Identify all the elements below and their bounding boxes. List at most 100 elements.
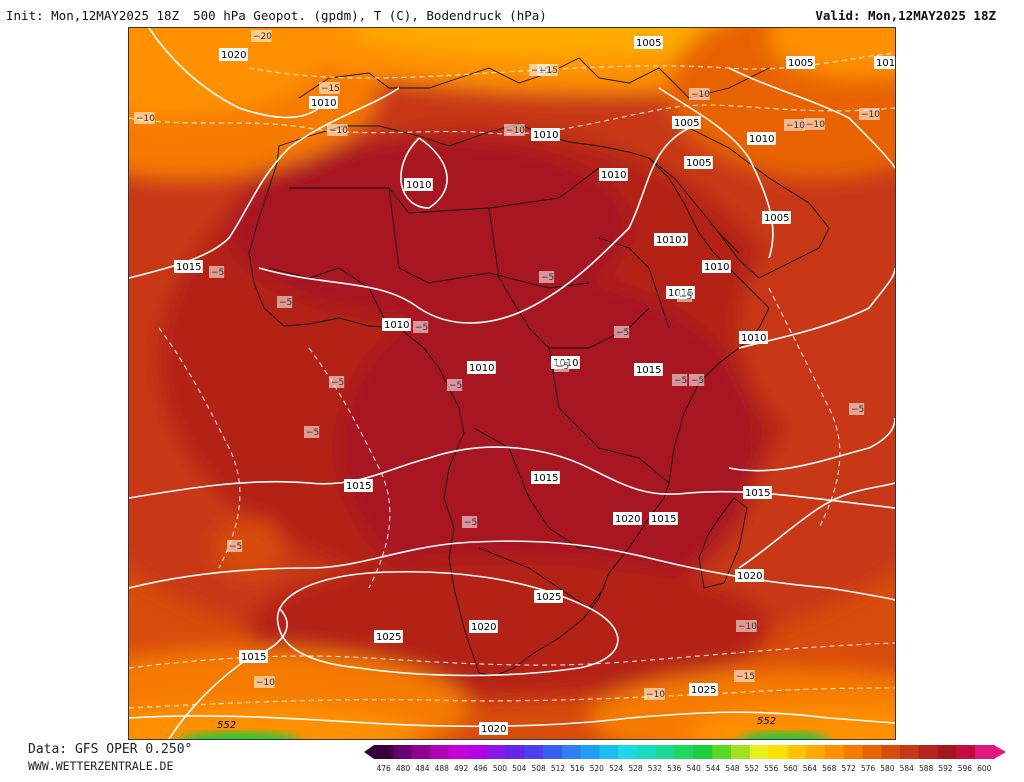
temperature-label-text: −10 [256, 678, 275, 688]
temperature-label-box [736, 620, 757, 632]
legend-swatch [430, 745, 450, 759]
pressure-label: 1020 [479, 722, 508, 735]
temperature-label: −5 [554, 360, 569, 372]
pressure-label-text: 1015 [176, 262, 201, 273]
isobar-1010-sahara [258, 127, 690, 324]
geopot-labels: 552 552 [217, 716, 776, 731]
header-left: Init: Mon,12MAY2025 18Z 500 hPa Geopot. (… [6, 8, 547, 26]
pressure-label-text: 1015 [533, 473, 558, 484]
legend-tick-label: 520 [590, 764, 605, 773]
pressure-label-text: 1010 [741, 333, 766, 344]
temperature-label-box [672, 374, 688, 386]
pressure-label-text: 1010 [656, 235, 681, 246]
temperature-label-box [134, 112, 155, 124]
isobar-1005-arabia [728, 67, 895, 169]
temperature-label-box [462, 516, 478, 528]
legend-tick-label: 572 [842, 764, 857, 773]
legend-tick-label: 484 [415, 764, 430, 773]
temperature-label-box [329, 376, 345, 388]
pressure-label-box [382, 318, 411, 331]
legend-swatch [449, 745, 469, 759]
isobar-1015-central [129, 446, 895, 509]
border-2 [388, 187, 590, 289]
legend-swatch [561, 745, 582, 759]
legend-swatch [975, 745, 995, 759]
pressure-label-box [649, 512, 678, 525]
temperature-label-text: −5 [279, 298, 292, 308]
legend-swatch [599, 745, 619, 759]
temperature-label: −5 [227, 540, 242, 552]
temperature-labels: −20−15−15−10−10−10−15−10−10−10−5−5−5−5−5… [134, 30, 880, 700]
temperature-label-text: −5 [464, 518, 477, 528]
temperature-label-text: −20 [253, 32, 272, 42]
border-6 [478, 547, 605, 609]
map-canvas: 1020 1005 1005 1010 1015 1010 1010 1005 1010 1010… [129, 28, 895, 739]
temperature-label: −15 [319, 82, 340, 94]
pressure-label: 1015 [531, 471, 560, 484]
red-sea [648, 157, 740, 254]
pressure-label: 1020 [735, 569, 764, 582]
pressure-label: 1010 [654, 233, 683, 246]
temperature-label-box [447, 379, 463, 391]
pressure-label: 1005 [786, 56, 815, 69]
temperature-label-text: −5 [229, 542, 242, 552]
pressure-label-box [344, 479, 373, 492]
pressure-label: 1015 [239, 650, 268, 663]
pressure-label: 1020 [219, 48, 248, 61]
legend-tick-label: 548 [725, 764, 740, 773]
pressure-label-box [599, 168, 628, 181]
legend-tick-label: 496 [473, 764, 488, 773]
temperature-label: −5 [413, 321, 428, 333]
temperature-label-text: −10 [646, 690, 665, 700]
temperature-label: −10 [804, 118, 825, 130]
temperature-label-text: −5 [674, 376, 687, 386]
temperature-label-text: −5 [616, 328, 629, 338]
temperature-label: −5 [277, 296, 292, 308]
pressure-label: 1010 [309, 96, 338, 109]
temperature-label: −5 [677, 290, 692, 302]
europe-coast [298, 57, 770, 99]
pressure-label: 1010 [747, 132, 776, 145]
temperature-label-box [539, 271, 555, 283]
pressure-label: 1010 [531, 128, 560, 141]
legend-swatch [862, 745, 882, 759]
pressure-label-text: 1010 [749, 134, 774, 145]
pressure-label: 1010 [739, 331, 768, 344]
legend-tick-label: 476 [377, 764, 392, 773]
legend-swatch [937, 745, 957, 759]
pressure-label: 1020 [613, 512, 642, 525]
pressure-label-text: 1015 [241, 652, 266, 663]
temperature-label-text: −10 [738, 622, 757, 632]
geopot-label: 552 [757, 716, 776, 727]
pressure-label: 1005 [672, 116, 701, 129]
pressure-label-box [739, 331, 768, 344]
pressure-label: 1010 [599, 168, 628, 181]
temperature-label-box [537, 64, 558, 76]
shade-amber-sw [129, 703, 419, 739]
site-url: WWW.WETTERZENTRALE.DE [28, 759, 174, 773]
pressure-label-box [747, 132, 776, 145]
temperature-label-box [689, 374, 705, 386]
shade-deep-sahara [229, 138, 629, 318]
valid-label: Valid: Mon,12MAY2025 18Z [815, 8, 996, 23]
temperature-label-text: −10 [786, 121, 805, 131]
legend-tick-label: 528 [628, 764, 643, 773]
temperature-label: −10 [859, 108, 880, 120]
legend-tick-label: 568 [822, 764, 837, 773]
pressure-label-box [534, 590, 563, 603]
coastlines [248, 57, 830, 677]
temperature-label-box [784, 119, 805, 131]
temperature-label-text: −5 [851, 405, 864, 415]
temperature-label-text: −5 [556, 362, 569, 372]
isobar-1020-east [738, 482, 895, 569]
pressure-label-box [672, 116, 701, 129]
temperature-label-text: −10 [861, 110, 880, 120]
pressure-label-text: 1010 [601, 170, 626, 181]
temperature-label-box [327, 124, 348, 136]
pressure-label-box [634, 36, 663, 49]
temperature-label-box [849, 403, 865, 415]
arabia [688, 127, 830, 279]
legend-swatch [768, 745, 788, 759]
pressure-label-box [531, 471, 560, 484]
legend-swatch [543, 745, 563, 759]
